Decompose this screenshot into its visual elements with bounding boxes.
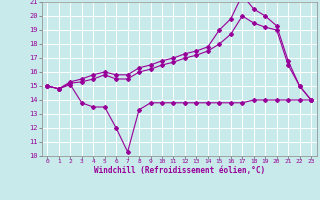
X-axis label: Windchill (Refroidissement éolien,°C): Windchill (Refroidissement éolien,°C) [94, 166, 265, 175]
